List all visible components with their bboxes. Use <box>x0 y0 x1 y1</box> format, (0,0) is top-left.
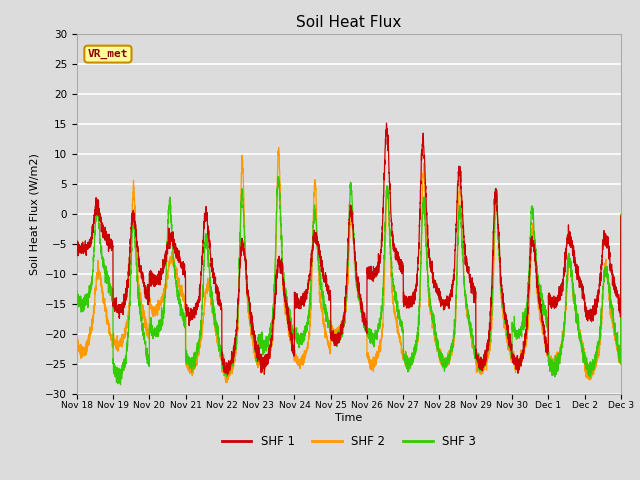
SHF 2 <box>502 333 509 338</box>
SHF 1 <box>617 213 625 219</box>
SHF 2 <box>73 341 81 347</box>
Line: SHF 2: SHF 2 <box>77 147 621 383</box>
SHF 2 <box>471 353 479 359</box>
SHF 3 <box>275 174 282 180</box>
SHF 3 <box>471 348 479 354</box>
SHF 3 <box>329 338 337 344</box>
SHF 2 <box>329 327 337 333</box>
SHF 1 <box>441 305 449 311</box>
SHF 2 <box>616 358 624 363</box>
SHF 1 <box>73 238 81 244</box>
SHF 1 <box>616 296 624 302</box>
SHF 3 <box>116 382 124 388</box>
SHF 1 <box>329 331 337 337</box>
Legend: SHF 1, SHF 2, SHF 3: SHF 1, SHF 2, SHF 3 <box>217 430 481 453</box>
SHF 2 <box>171 260 179 266</box>
X-axis label: Time: Time <box>335 413 362 423</box>
SHF 3 <box>73 288 81 294</box>
SHF 3 <box>502 313 509 319</box>
SHF 3 <box>616 352 624 358</box>
SHF 1 <box>502 319 509 325</box>
SHF 1 <box>383 120 390 126</box>
SHF 2 <box>222 380 230 385</box>
Line: SHF 1: SHF 1 <box>77 123 621 375</box>
Line: SHF 3: SHF 3 <box>77 177 621 385</box>
SHF 3 <box>617 211 625 217</box>
Title: Soil Heat Flux: Soil Heat Flux <box>296 15 401 30</box>
SHF 2 <box>441 360 449 366</box>
SHF 3 <box>171 271 179 276</box>
SHF 2 <box>275 144 282 150</box>
SHF 2 <box>617 214 625 220</box>
Text: VR_met: VR_met <box>88 49 128 59</box>
SHF 3 <box>441 361 449 367</box>
SHF 1 <box>224 372 232 378</box>
Y-axis label: Soil Heat Flux (W/m2): Soil Heat Flux (W/m2) <box>29 153 40 275</box>
SHF 1 <box>171 245 179 251</box>
SHF 1 <box>471 285 479 291</box>
